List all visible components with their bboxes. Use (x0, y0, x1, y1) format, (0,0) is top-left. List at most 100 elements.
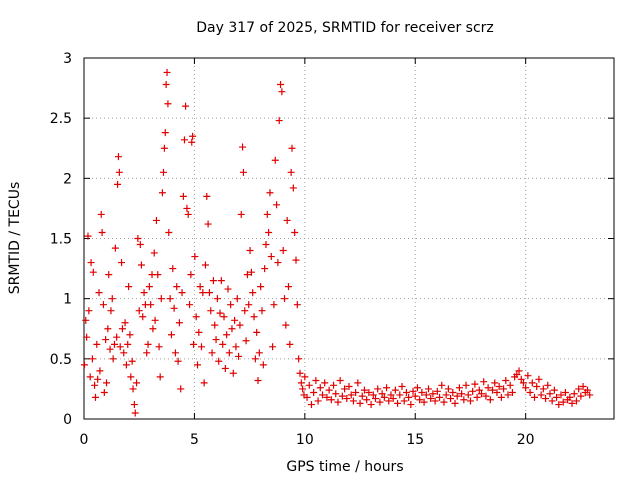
data-point (347, 391, 355, 399)
data-point (303, 393, 311, 401)
data-point (178, 289, 186, 297)
data-point (125, 283, 133, 291)
data-point (436, 393, 444, 401)
data-point (334, 398, 342, 406)
data-point (515, 367, 523, 375)
data-point (420, 398, 428, 406)
data-point (497, 393, 505, 401)
data-point (164, 100, 172, 108)
data-point (203, 192, 211, 200)
data-point (557, 391, 565, 399)
data-point (122, 361, 130, 369)
data-point (194, 361, 202, 369)
y-axis-label: SRMTID / TECUs (7, 182, 23, 295)
data-point (250, 313, 258, 321)
data-point (212, 336, 220, 344)
data-point (513, 370, 521, 378)
data-point (128, 357, 136, 365)
data-point (297, 379, 305, 387)
data-point (484, 384, 492, 392)
data-point (431, 397, 439, 405)
data-point (155, 343, 163, 351)
data-point (233, 295, 241, 303)
data-point (204, 220, 212, 228)
data-point (140, 289, 148, 297)
data-point (145, 283, 153, 291)
data-point (480, 378, 488, 386)
data-point (215, 357, 223, 365)
data-point (157, 295, 165, 303)
data-point (427, 395, 435, 403)
data-point (365, 389, 373, 397)
data-point (586, 391, 594, 399)
data-point (546, 390, 554, 398)
data-point (205, 289, 213, 297)
data-point (208, 349, 216, 357)
data-point (261, 265, 269, 273)
data-point (166, 295, 174, 303)
data-point (517, 375, 525, 383)
data-point (200, 379, 208, 387)
data-point (349, 397, 357, 405)
data-point (555, 401, 563, 409)
data-point (182, 102, 190, 110)
data-point (489, 386, 497, 394)
data-point (266, 189, 274, 197)
data-point (99, 301, 107, 309)
data-point (267, 253, 275, 261)
data-point (163, 68, 171, 76)
data-point (387, 391, 395, 399)
data-point (482, 392, 490, 400)
data-point (149, 325, 157, 333)
data-point (321, 379, 329, 387)
data-point (134, 235, 142, 242)
data-point (118, 259, 126, 267)
data-point (224, 285, 232, 293)
data-point (195, 328, 203, 336)
data-point (282, 321, 290, 329)
data-point (464, 391, 472, 399)
data-point (236, 321, 244, 329)
data-point (462, 381, 470, 389)
data-point (460, 396, 468, 404)
data-point (113, 333, 121, 341)
data-point (440, 398, 448, 406)
data-point (197, 343, 205, 351)
data-point (228, 325, 236, 333)
data-point (442, 391, 450, 399)
data-point (277, 80, 285, 88)
data-point (478, 390, 485, 398)
data-point (374, 385, 382, 393)
data-point (559, 398, 567, 406)
data-point (409, 387, 417, 395)
data-point (102, 336, 110, 344)
data-point (213, 295, 221, 303)
data-point (235, 352, 243, 360)
data-point (251, 355, 259, 363)
data-point (83, 333, 91, 341)
data-point (115, 168, 123, 176)
x-tick-label: 5 (190, 432, 199, 448)
data-point (299, 385, 307, 393)
data-point (94, 375, 102, 383)
data-point (147, 301, 155, 309)
data-point (389, 395, 397, 403)
data-point (539, 385, 547, 393)
data-point (111, 244, 119, 252)
data-point (284, 283, 292, 291)
data-point (275, 117, 283, 125)
data-point (97, 210, 105, 218)
data-point (263, 210, 271, 218)
data-point (110, 340, 118, 348)
data-point (288, 144, 296, 152)
data-point (508, 389, 516, 397)
data-point (223, 331, 231, 339)
data-point (156, 373, 164, 381)
data-point (161, 129, 169, 137)
data-point (444, 385, 452, 393)
data-point (243, 271, 251, 279)
data-point (343, 395, 351, 403)
data-point (179, 192, 187, 200)
data-point (225, 349, 233, 357)
data-point (86, 373, 94, 381)
